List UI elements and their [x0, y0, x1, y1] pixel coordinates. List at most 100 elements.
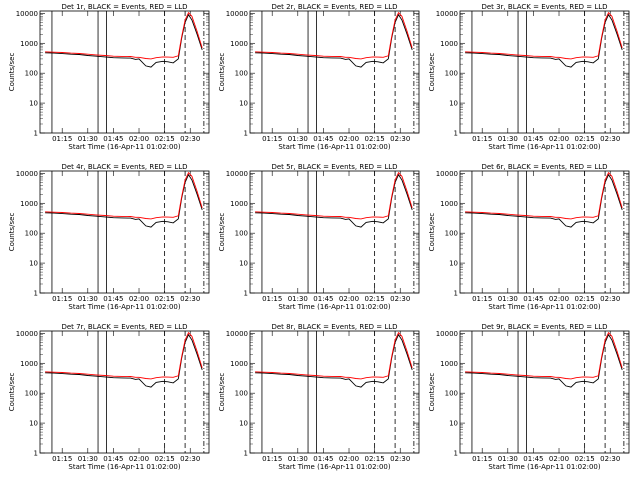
- y-tick-label: 1000: [440, 40, 458, 48]
- x-tick-label: 02:00: [549, 455, 569, 463]
- y-tick-label: 1000: [20, 200, 38, 208]
- y-tick-label: 100: [235, 230, 248, 238]
- x-tick-label: 02:30: [180, 135, 200, 143]
- x-tick-label: 02:30: [600, 455, 620, 463]
- series-line-lld: [465, 11, 623, 60]
- y-axis-label: Counts/sec: [218, 53, 226, 92]
- series-line-lld: [465, 171, 623, 220]
- x-tick-label: 01:30: [498, 295, 518, 303]
- y-tick-label: 1: [454, 130, 458, 138]
- panel-title: Det 6r, BLACK = Events, RED = LLD: [481, 163, 607, 171]
- plot-frame: [249, 10, 420, 134]
- x-axis-label: Start Time (16-Apr-11 01:02:00): [68, 143, 180, 151]
- series-line-lld: [45, 331, 203, 380]
- x-tick-label: 01:30: [288, 295, 308, 303]
- y-tick-label: 10: [449, 420, 458, 428]
- plot-frame: [249, 330, 420, 454]
- x-tick-label: 01:15: [52, 455, 72, 463]
- x-axis-label: Start Time (16-Apr-11 01:02:00): [488, 143, 600, 151]
- series-line-events: [45, 13, 203, 68]
- y-tick-label: 10: [449, 100, 458, 108]
- x-tick-label: 02:30: [180, 295, 200, 303]
- x-axis-label: Start Time (16-Apr-11 01:02:00): [278, 463, 390, 471]
- x-tick-label: 02:15: [575, 455, 595, 463]
- x-tick-label: 02:30: [390, 295, 410, 303]
- x-tick-label: 01:15: [262, 135, 282, 143]
- y-axis-label: Counts/sec: [8, 53, 16, 92]
- series-line-events: [255, 333, 413, 388]
- x-tick-label: 01:15: [262, 295, 282, 303]
- x-tick-label: 02:30: [180, 455, 200, 463]
- plot-frame: [249, 170, 420, 294]
- x-tick-label: 01:30: [78, 135, 98, 143]
- x-axis-label: Start Time (16-Apr-11 01:02:00): [488, 463, 600, 471]
- y-tick-label: 10000: [436, 330, 458, 338]
- x-axis-label: Start Time (16-Apr-11 01:02:00): [68, 463, 180, 471]
- y-tick-label: 1000: [20, 360, 38, 368]
- series-line-events: [255, 173, 413, 228]
- x-tick-label: 01:15: [52, 295, 72, 303]
- panel-det-8: Det 8r, BLACK = Events, RED = LLD 1 10 100 1…: [218, 323, 420, 471]
- x-tick-label: 02:00: [339, 455, 359, 463]
- y-tick-label: 1000: [440, 360, 458, 368]
- x-tick-label: 02:15: [365, 135, 385, 143]
- y-tick-label: 1000: [440, 200, 458, 208]
- y-tick-label: 1: [244, 130, 248, 138]
- x-tick-label: 02:00: [129, 135, 149, 143]
- x-tick-label: 01:45: [523, 455, 543, 463]
- x-axis-label: Start Time (16-Apr-11 01:02:00): [278, 143, 390, 151]
- y-axis-label: Counts/sec: [218, 213, 226, 252]
- plot-frame: [39, 330, 210, 454]
- series-line-lld: [45, 11, 203, 60]
- y-tick-label: 1000: [230, 40, 248, 48]
- x-tick-label: 02:30: [600, 295, 620, 303]
- y-tick-label: 10: [239, 260, 248, 268]
- x-tick-label: 02:15: [155, 295, 175, 303]
- y-axis-label: Counts/sec: [428, 373, 436, 412]
- y-tick-label: 1000: [230, 200, 248, 208]
- y-tick-label: 10: [239, 420, 248, 428]
- y-tick-label: 100: [25, 70, 38, 78]
- panel-title: Det 9r, BLACK = Events, RED = LLD: [481, 323, 607, 331]
- panel-det-4: Det 4r, BLACK = Events, RED = LLD 1 10 100 1…: [8, 163, 210, 311]
- plot-frame: [39, 170, 210, 294]
- x-tick-label: 01:45: [103, 135, 123, 143]
- panel-title: Det 2r, BLACK = Events, RED = LLD: [271, 3, 397, 11]
- x-tick-label: 02:15: [365, 295, 385, 303]
- x-tick-label: 02:30: [390, 455, 410, 463]
- x-tick-label: 01:30: [78, 455, 98, 463]
- y-axis-label: Counts/sec: [218, 373, 226, 412]
- x-tick-label: 01:30: [498, 135, 518, 143]
- x-tick-label: 02:15: [575, 295, 595, 303]
- y-tick-label: 1: [454, 450, 458, 458]
- x-tick-label: 02:00: [129, 455, 149, 463]
- x-tick-label: 02:30: [600, 135, 620, 143]
- y-tick-label: 10: [239, 100, 248, 108]
- series-line-events: [465, 13, 623, 68]
- y-tick-label: 10: [29, 420, 38, 428]
- x-tick-label: 01:15: [52, 135, 72, 143]
- panel-title: Det 3r, BLACK = Events, RED = LLD: [481, 3, 607, 11]
- y-tick-label: 10000: [16, 330, 38, 338]
- y-tick-label: 1000: [20, 40, 38, 48]
- panel-det-5: Det 5r, BLACK = Events, RED = LLD 1 10 100 1…: [218, 163, 420, 311]
- y-tick-label: 100: [235, 70, 248, 78]
- y-tick-label: 10000: [436, 170, 458, 178]
- x-tick-label: 01:30: [288, 455, 308, 463]
- y-tick-label: 10000: [16, 10, 38, 18]
- y-tick-label: 1: [244, 290, 248, 298]
- x-tick-label: 02:30: [390, 135, 410, 143]
- x-tick-label: 01:45: [523, 135, 543, 143]
- series-line-lld: [255, 171, 413, 220]
- x-axis-label: Start Time (16-Apr-11 01:02:00): [278, 303, 390, 311]
- series-line-events: [465, 333, 623, 388]
- x-axis-label: Start Time (16-Apr-11 01:02:00): [68, 303, 180, 311]
- y-tick-label: 10: [449, 260, 458, 268]
- y-tick-label: 100: [445, 70, 458, 78]
- x-tick-label: 01:45: [103, 455, 123, 463]
- x-tick-label: 01:45: [313, 135, 333, 143]
- x-tick-label: 01:45: [103, 295, 123, 303]
- x-tick-label: 02:00: [549, 135, 569, 143]
- x-tick-label: 01:15: [472, 295, 492, 303]
